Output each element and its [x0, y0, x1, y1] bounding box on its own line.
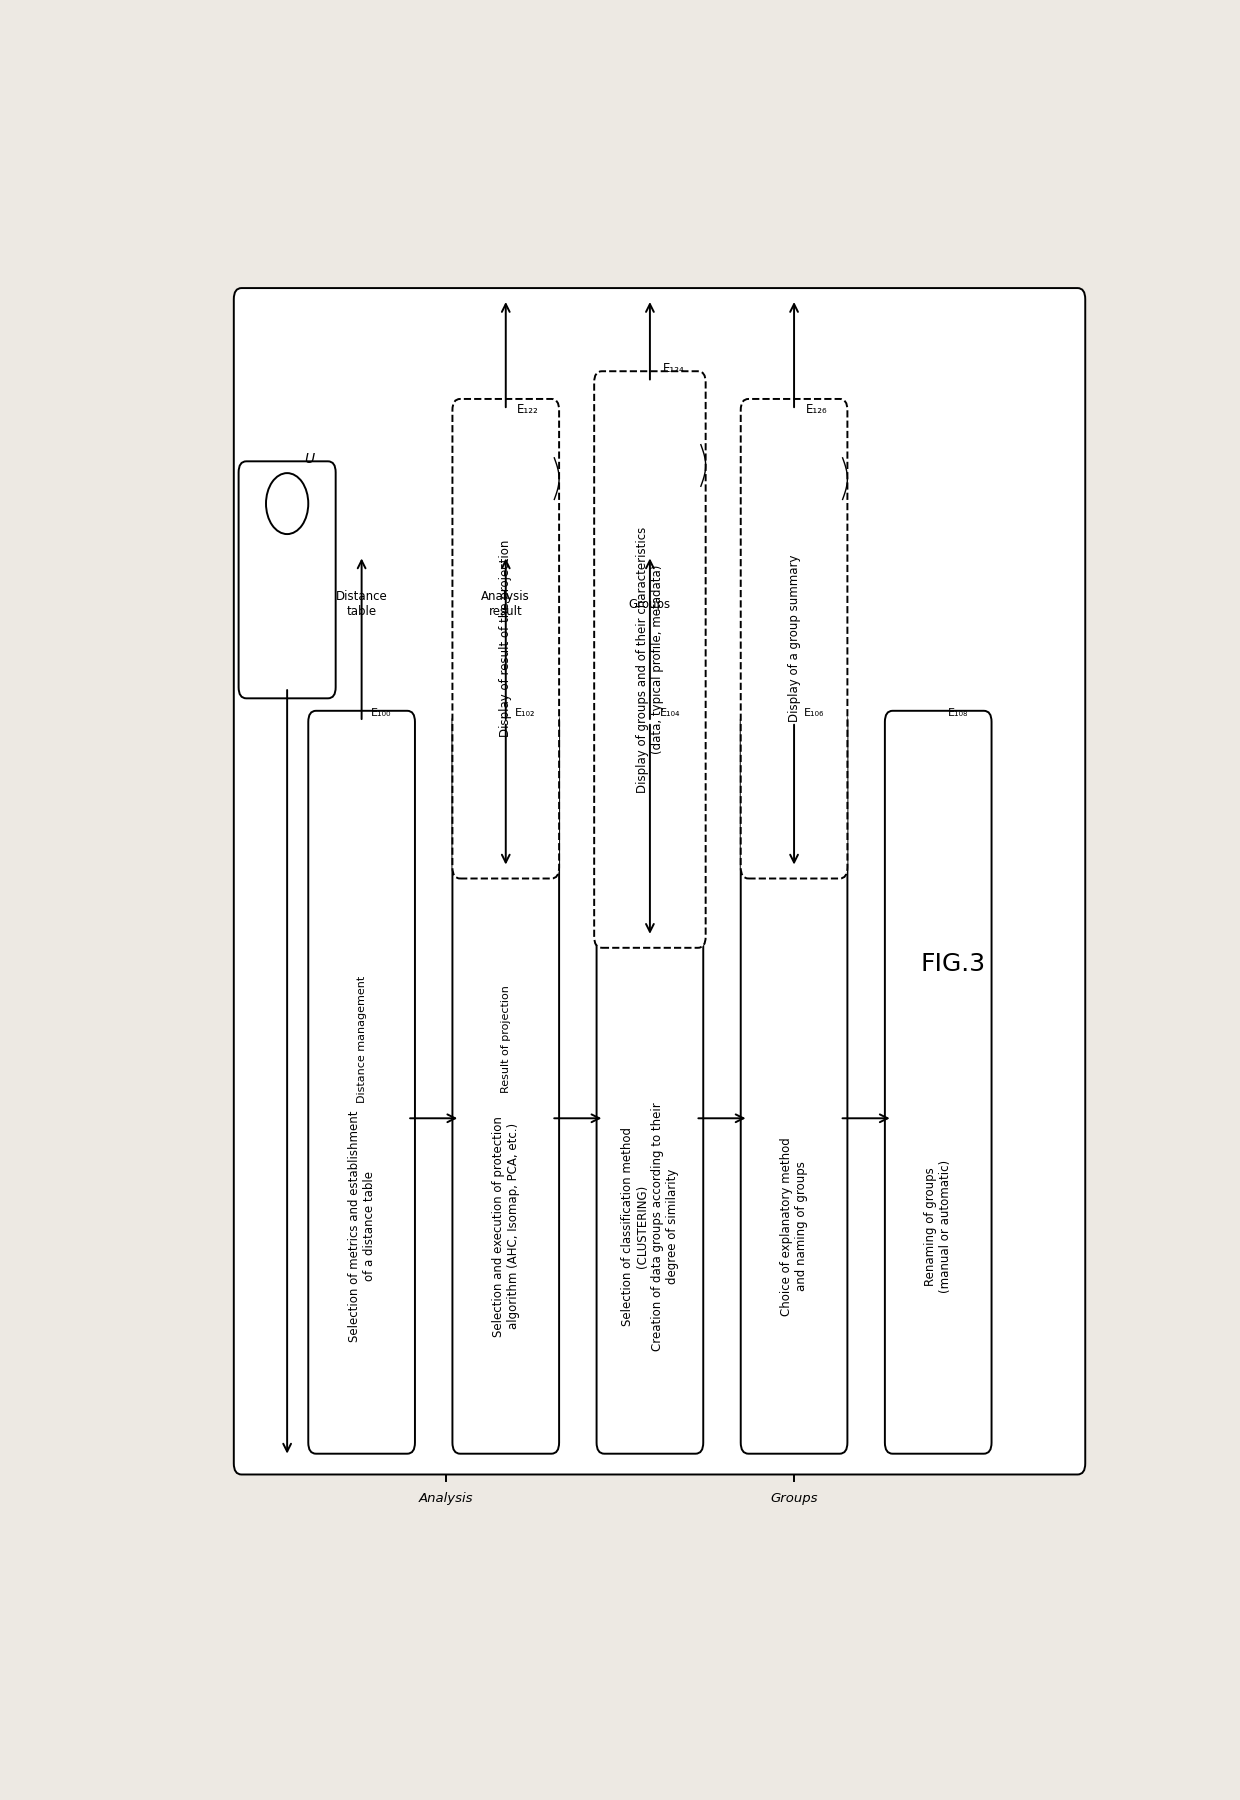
Text: E₁₂₆: E₁₂₆	[806, 403, 827, 416]
FancyBboxPatch shape	[234, 288, 1085, 1474]
Text: Groups: Groups	[770, 1492, 818, 1505]
Text: Analysis
result: Analysis result	[481, 590, 531, 617]
FancyBboxPatch shape	[740, 711, 847, 1454]
Text: Display of result of the projection: Display of result of the projection	[500, 540, 512, 738]
Text: Distance
table: Distance table	[336, 590, 387, 617]
Text: U: U	[304, 452, 314, 466]
FancyBboxPatch shape	[453, 400, 559, 878]
FancyBboxPatch shape	[309, 711, 415, 1454]
Text: Display of a group summary: Display of a group summary	[787, 554, 801, 722]
Text: E₁₀₈: E₁₀₈	[947, 707, 968, 718]
FancyBboxPatch shape	[594, 371, 706, 949]
Text: FIG.3: FIG.3	[920, 952, 986, 976]
FancyBboxPatch shape	[885, 711, 992, 1454]
Text: Analysis: Analysis	[418, 1492, 472, 1505]
Text: Choice of explanatory method
and naming of groups: Choice of explanatory method and naming …	[780, 1138, 808, 1316]
Text: Renaming of groups
(manual or automatic): Renaming of groups (manual or automatic)	[924, 1159, 952, 1292]
Text: E₁₀₂: E₁₀₂	[516, 707, 536, 718]
Text: Display of groups and of their characteristics
(data, typical profile, metadata): Display of groups and of their character…	[636, 526, 663, 792]
Text: E₁₀₀: E₁₀₀	[371, 707, 392, 718]
FancyBboxPatch shape	[453, 711, 559, 1454]
Text: E₁₀₄: E₁₀₄	[660, 707, 680, 718]
Text: Groups: Groups	[629, 598, 671, 610]
Text: Selection and execution of protection
algorithm (AHC, Isomap, PCA, etc.): Selection and execution of protection al…	[492, 1116, 520, 1337]
Text: E₁₂₂: E₁₂₂	[517, 403, 539, 416]
Text: Result of projection: Result of projection	[501, 985, 511, 1093]
Text: E₁₂₄: E₁₂₄	[662, 362, 684, 374]
FancyBboxPatch shape	[596, 711, 703, 1454]
FancyBboxPatch shape	[238, 461, 336, 698]
FancyBboxPatch shape	[740, 400, 847, 878]
Text: E₁₀₆: E₁₀₆	[804, 707, 825, 718]
Text: Selection of classification method
(CLUSTERING)
Creation of data groups accordin: Selection of classification method (CLUS…	[621, 1102, 680, 1350]
Text: Distance management: Distance management	[357, 976, 367, 1103]
Text: Selection of metrics and establishment
of a distance table: Selection of metrics and establishment o…	[347, 1111, 376, 1343]
